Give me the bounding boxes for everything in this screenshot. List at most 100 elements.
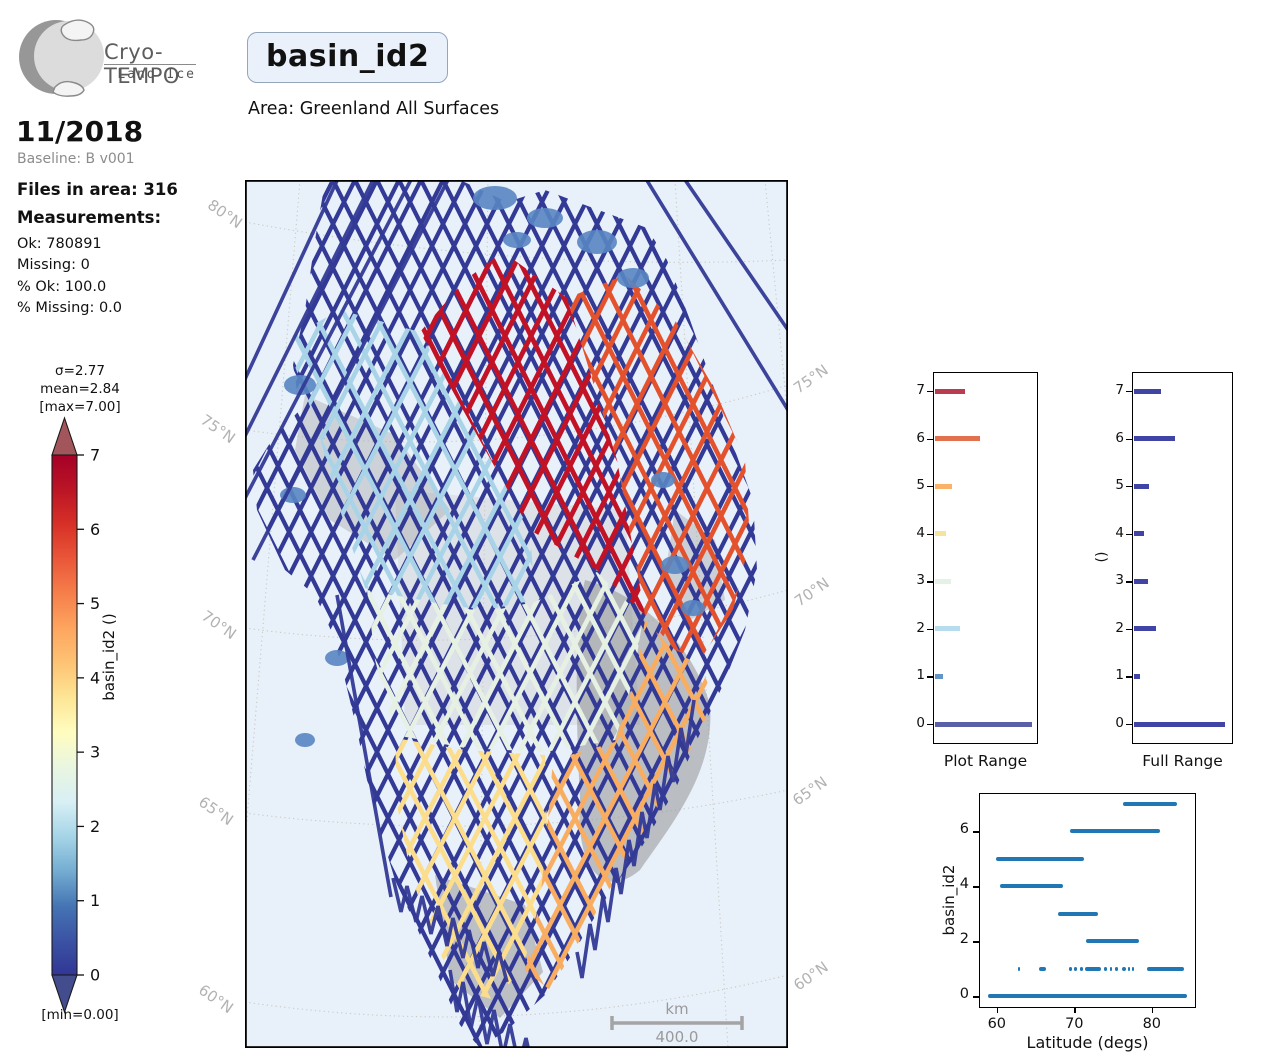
range-bar [1133, 673, 1141, 679]
cryo-tempo-globe-logo [19, 19, 104, 97]
stat-pct-missing: % Missing: 0.0 [17, 300, 123, 316]
colorbar-tick-label: 1 [90, 891, 100, 910]
scatter-segment [988, 994, 1188, 999]
range-bar [934, 673, 944, 679]
logo-antarctica-shape [52, 80, 85, 97]
plot-range-axes [933, 372, 1038, 744]
y-tick-label: 4 [916, 524, 925, 541]
scatter-segment [1121, 966, 1127, 971]
colorbar-axis-label: basin_id2 () [100, 613, 118, 701]
y-tick-label: 0 [959, 986, 969, 1003]
y-tick-label: 6 [1115, 429, 1124, 446]
scatter-segment [1103, 966, 1107, 971]
y-tick-mark [973, 996, 979, 998]
y-tick-label: 0 [916, 715, 925, 732]
baseline-label: Baseline: B v001 [17, 151, 135, 167]
scatter-segment [1123, 801, 1177, 806]
scatter-segment [1070, 829, 1160, 834]
full-range-axes [1132, 372, 1233, 744]
y-tick-mark [927, 438, 933, 440]
colorbar-mean: mean=2.84 [40, 381, 120, 397]
range-bar [1133, 531, 1144, 537]
y-tick-label: 2 [916, 619, 925, 636]
scatter-segment [1038, 966, 1047, 971]
range-bar [934, 578, 951, 584]
basin-2-region [285, 310, 535, 610]
y-tick-label: 3 [1115, 572, 1124, 589]
stat-missing: Missing: 0 [17, 257, 90, 273]
basin-1-blobs [280, 186, 705, 747]
colorbar-tick-label: 5 [90, 594, 100, 613]
scatter-segment [1017, 966, 1021, 971]
scale-unit: km [665, 1000, 689, 1018]
y-tick-mark [927, 486, 933, 488]
map-frame [245, 180, 788, 1048]
range-bar [934, 721, 1033, 727]
basin-3-region [367, 572, 643, 752]
logo-sub-text: Land Ice [117, 67, 196, 82]
y-tick-label: 6 [959, 821, 969, 838]
page-title: basin_id2 [247, 32, 449, 83]
scatter-segment [996, 856, 1084, 861]
y-tick-mark [1126, 533, 1132, 536]
logo-greenland-shape [60, 19, 95, 42]
y-tick-mark [973, 886, 979, 888]
y-tick-mark [927, 581, 933, 583]
scatter-segment [1147, 966, 1184, 971]
y-tick-label: 3 [916, 572, 925, 589]
y-tick-mark [927, 676, 933, 678]
scatter-segment [1131, 966, 1135, 971]
colorbar-stats: σ=2.77 mean=2.84 [max=7.00] [20, 362, 140, 416]
y-tick-label: 7 [916, 382, 925, 399]
x-tick-mark [1151, 1008, 1154, 1013]
y-tick-mark [1126, 391, 1132, 393]
scatter-segment [1058, 911, 1099, 916]
x-tick-label: 60 [987, 1016, 1007, 1032]
range-bar [1133, 436, 1175, 442]
y-tick-label: 2 [1115, 619, 1124, 636]
basin-6-region [567, 275, 750, 660]
scatter-segment [1073, 966, 1077, 971]
scatter-segment [1079, 966, 1083, 971]
scatter-segment [1115, 966, 1118, 971]
colorbar-tick-label: 3 [90, 743, 100, 762]
y-tick-label: 4 [1115, 524, 1124, 541]
range-bar [934, 388, 966, 394]
full-range-chart: () Full Range 0 1 2 3 4 5 6 7 [1090, 365, 1240, 777]
colorbar-tick-label: 7 [90, 446, 100, 465]
lat-label-left-70: 70°N [198, 606, 240, 644]
y-tick-label: 4 [959, 876, 969, 893]
scatter-segment [1127, 966, 1131, 971]
y-tick-label: 5 [916, 477, 925, 494]
colorbar-min: [min=0.00] [41, 1007, 119, 1023]
colorbar-tick-label: 6 [90, 520, 100, 539]
y-tick-mark [1126, 581, 1132, 583]
map-scale-bar [610, 1016, 744, 1030]
colorbar-max: [max=7.00] [39, 399, 121, 415]
full-range-title: Full Range [1142, 752, 1223, 770]
colorbar-tick-label: 0 [90, 966, 100, 985]
y-tick-mark [1126, 724, 1132, 726]
range-bar [1133, 578, 1149, 584]
x-tick-mark [1074, 1008, 1076, 1013]
range-bar [1133, 483, 1149, 489]
lat-label-left-80: 80°N [204, 195, 246, 233]
range-bar [934, 531, 947, 537]
y-tick-mark [1126, 438, 1132, 440]
range-bar [1133, 721, 1226, 727]
lat-label-right-75: 75°N [790, 360, 832, 398]
basin-5-region [525, 620, 715, 990]
full-range-ylabel: () [1094, 551, 1110, 563]
lat-label-left-65: 65°N [195, 792, 237, 830]
date-label: 11/2018 [16, 115, 144, 148]
y-tick-mark [927, 391, 933, 393]
range-bar [1133, 388, 1162, 394]
track-fringe [245, 180, 788, 1048]
range-bar [934, 626, 960, 632]
y-tick-mark [1126, 676, 1132, 678]
stat-ok: Ok: 780891 [17, 236, 102, 252]
measurements-heading: Measurements: [17, 208, 162, 227]
lat-label-right-60: 60°N [790, 957, 832, 995]
greenland-track-map [245, 180, 788, 1048]
scatter-segment [999, 884, 1064, 889]
